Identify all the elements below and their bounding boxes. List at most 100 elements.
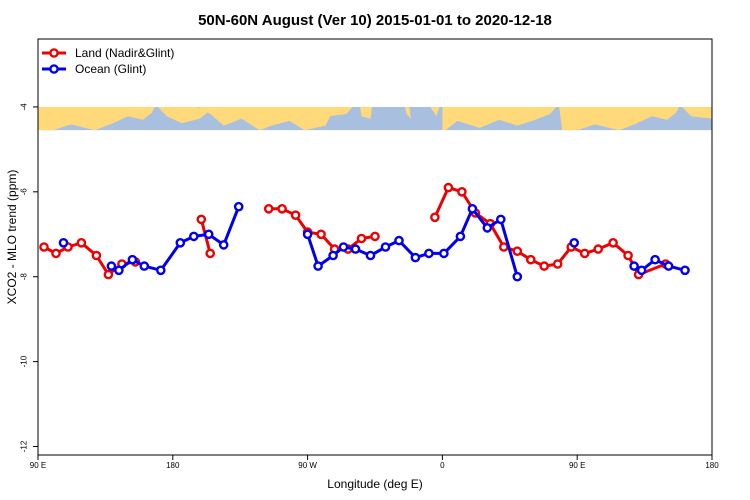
data-point (39, 242, 49, 252)
series-line (268, 207, 376, 251)
data-point (455, 231, 466, 242)
series-line (306, 207, 519, 278)
y-axis-label: XCO2 - MLO trend (ppm) (5, 170, 19, 305)
data-point (380, 242, 391, 252)
data-point (663, 261, 674, 271)
legend-label: Ocean (Glint) (75, 62, 146, 76)
data-point (629, 261, 639, 271)
x-tick-label: 0 (440, 461, 445, 470)
data-point (155, 265, 166, 276)
data-point (290, 210, 301, 220)
data-point (569, 237, 580, 248)
series-land-nadir-glint- (39, 182, 671, 280)
data-point (410, 252, 421, 263)
map-landmass (405, 106, 411, 119)
x-tick-label: 90 E (30, 461, 46, 470)
data-point (512, 246, 523, 256)
data-point (328, 250, 338, 261)
y-tick-label: -4 (20, 103, 29, 111)
data-point (175, 237, 186, 248)
data-point (495, 214, 506, 225)
legend-label: Land (Nadir&Glint) (75, 46, 174, 60)
series-line (110, 206, 241, 272)
y-tick-label: -6 (20, 188, 29, 196)
data-point (313, 261, 323, 271)
data-point (188, 231, 199, 242)
data-point (114, 265, 124, 276)
data-point (76, 237, 87, 248)
legend-entry: Land (Nadir&Glint) (42, 46, 174, 60)
x-tick-label: 180 (705, 461, 719, 470)
data-point (482, 223, 493, 233)
data-point (277, 203, 287, 214)
data-point (457, 186, 467, 197)
chart-title: 50N-60N August (Ver 10) 2015-01-01 to 20… (198, 12, 552, 29)
data-point (350, 244, 361, 254)
plot-frame (37, 38, 713, 456)
data-point (91, 250, 102, 261)
x-axis: 90 E 180 90 W 0 90 E 180 (30, 455, 719, 470)
data-point (623, 250, 633, 261)
y-tick-label: -10 (20, 355, 29, 367)
data-point (263, 203, 274, 214)
data-point (233, 201, 244, 212)
data-point (205, 248, 215, 259)
y-axis: -4 -6 -8 -10 -12 (20, 103, 38, 452)
data-point (579, 248, 590, 259)
legend-swatch-marker (49, 64, 59, 74)
series-ocean-glint- (569, 237, 690, 276)
data-point (498, 242, 509, 252)
series-line (433, 186, 667, 277)
series-layer (39, 182, 690, 282)
data-point (203, 229, 214, 240)
x-axis-label: Longitude (deg E) (327, 477, 422, 491)
data-point (424, 248, 434, 259)
data-point (608, 237, 618, 248)
map-landmass (559, 106, 679, 131)
data-point (370, 231, 380, 242)
legend-entry: Ocean (Glint) (42, 62, 146, 76)
data-point (302, 229, 313, 240)
data-point (218, 240, 229, 250)
data-point (51, 248, 61, 259)
data-point (512, 271, 523, 282)
map-landmass (430, 106, 440, 117)
data-point (394, 235, 404, 246)
data-point (356, 233, 367, 244)
data-point (552, 259, 563, 269)
x-tick-label: 90 W (298, 461, 317, 470)
data-point (593, 244, 604, 254)
world-map-strip (38, 106, 712, 131)
data-point (338, 242, 349, 252)
map-landmass (157, 106, 211, 124)
data-point (106, 261, 117, 271)
map-landmass (198, 106, 353, 131)
data-point (680, 265, 690, 276)
data-point (103, 269, 114, 280)
map-land-shapes (38, 106, 712, 131)
data-point (650, 254, 660, 265)
data-point (139, 261, 150, 271)
legend-swatch-marker (49, 48, 59, 58)
y-tick-label: -12 (20, 440, 29, 452)
data-point (430, 212, 440, 223)
map-landmass (442, 106, 557, 131)
legend: Land (Nadir&Glint) Ocean (Glint) (42, 46, 174, 76)
map-landmass (360, 106, 372, 119)
data-point (316, 229, 326, 240)
map-landmass (682, 106, 712, 119)
x-tick-label: 90 E (569, 461, 585, 470)
data-point (196, 214, 207, 225)
data-point (443, 182, 454, 193)
series-ocean-glint- (58, 201, 523, 282)
x-tick-label: 180 (166, 461, 180, 470)
data-point (365, 250, 376, 261)
data-point (439, 248, 449, 259)
data-point (58, 237, 69, 248)
data-point (467, 203, 478, 214)
data-point (636, 265, 647, 276)
data-point (127, 254, 138, 265)
data-point (539, 261, 550, 271)
data-point (526, 254, 536, 265)
